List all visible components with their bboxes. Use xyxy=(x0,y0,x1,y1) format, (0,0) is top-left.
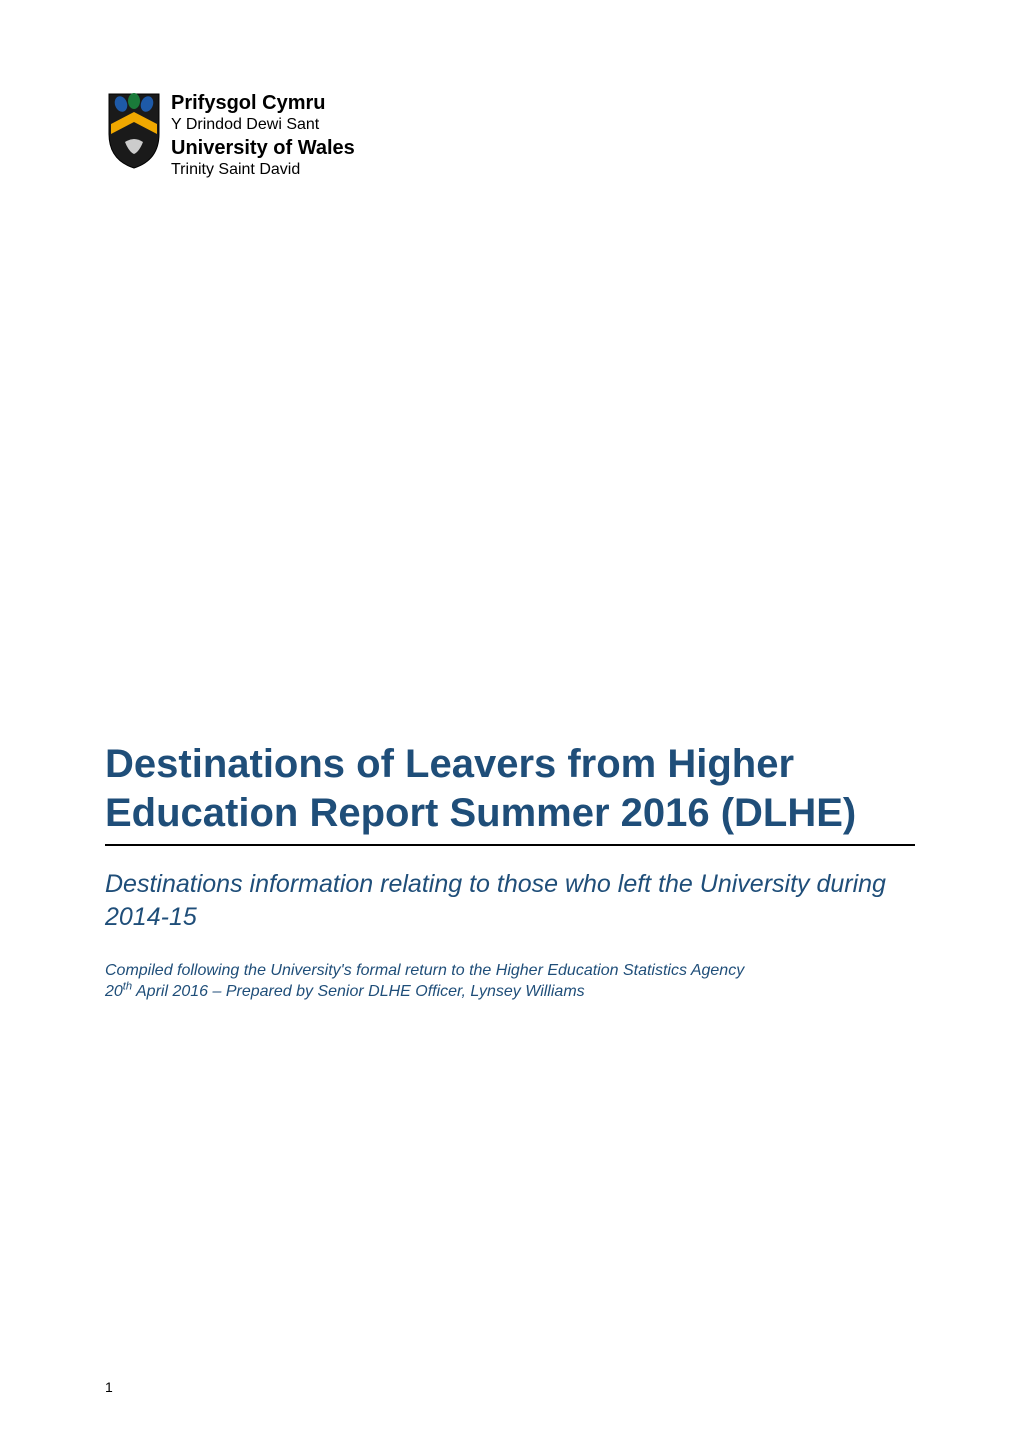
university-logo: Prifysgol Cymru Y Drindod Dewi Sant Univ… xyxy=(105,90,915,180)
meta-date-day: 20 xyxy=(105,983,123,1000)
report-subtitle: Destinations information relating to tho… xyxy=(105,868,915,934)
university-logo-text: Prifysgol Cymru Y Drindod Dewi Sant Univ… xyxy=(171,90,355,180)
logo-welsh-name: Prifysgol Cymru xyxy=(171,92,355,115)
logo-english-name: University of Wales xyxy=(171,137,355,160)
report-meta: Compiled following the University's form… xyxy=(105,960,915,1003)
university-crest-icon xyxy=(105,90,163,170)
meta-line2-rest: April 2016 – Prepared by Senior DLHE Off… xyxy=(132,983,585,1000)
report-title: Destinations of Leavers from Higher Educ… xyxy=(105,740,915,846)
cover-content: Destinations of Leavers from Higher Educ… xyxy=(105,740,915,1003)
document-page: Prifysgol Cymru Y Drindod Dewi Sant Univ… xyxy=(0,0,1020,1443)
logo-welsh-subtitle: Y Drindod Dewi Sant xyxy=(171,115,355,135)
logo-english-subtitle: Trinity Saint David xyxy=(171,160,355,180)
page-number: 1 xyxy=(105,1379,113,1395)
meta-line1: Compiled following the University's form… xyxy=(105,962,744,979)
meta-date-ordinal: th xyxy=(123,981,132,993)
